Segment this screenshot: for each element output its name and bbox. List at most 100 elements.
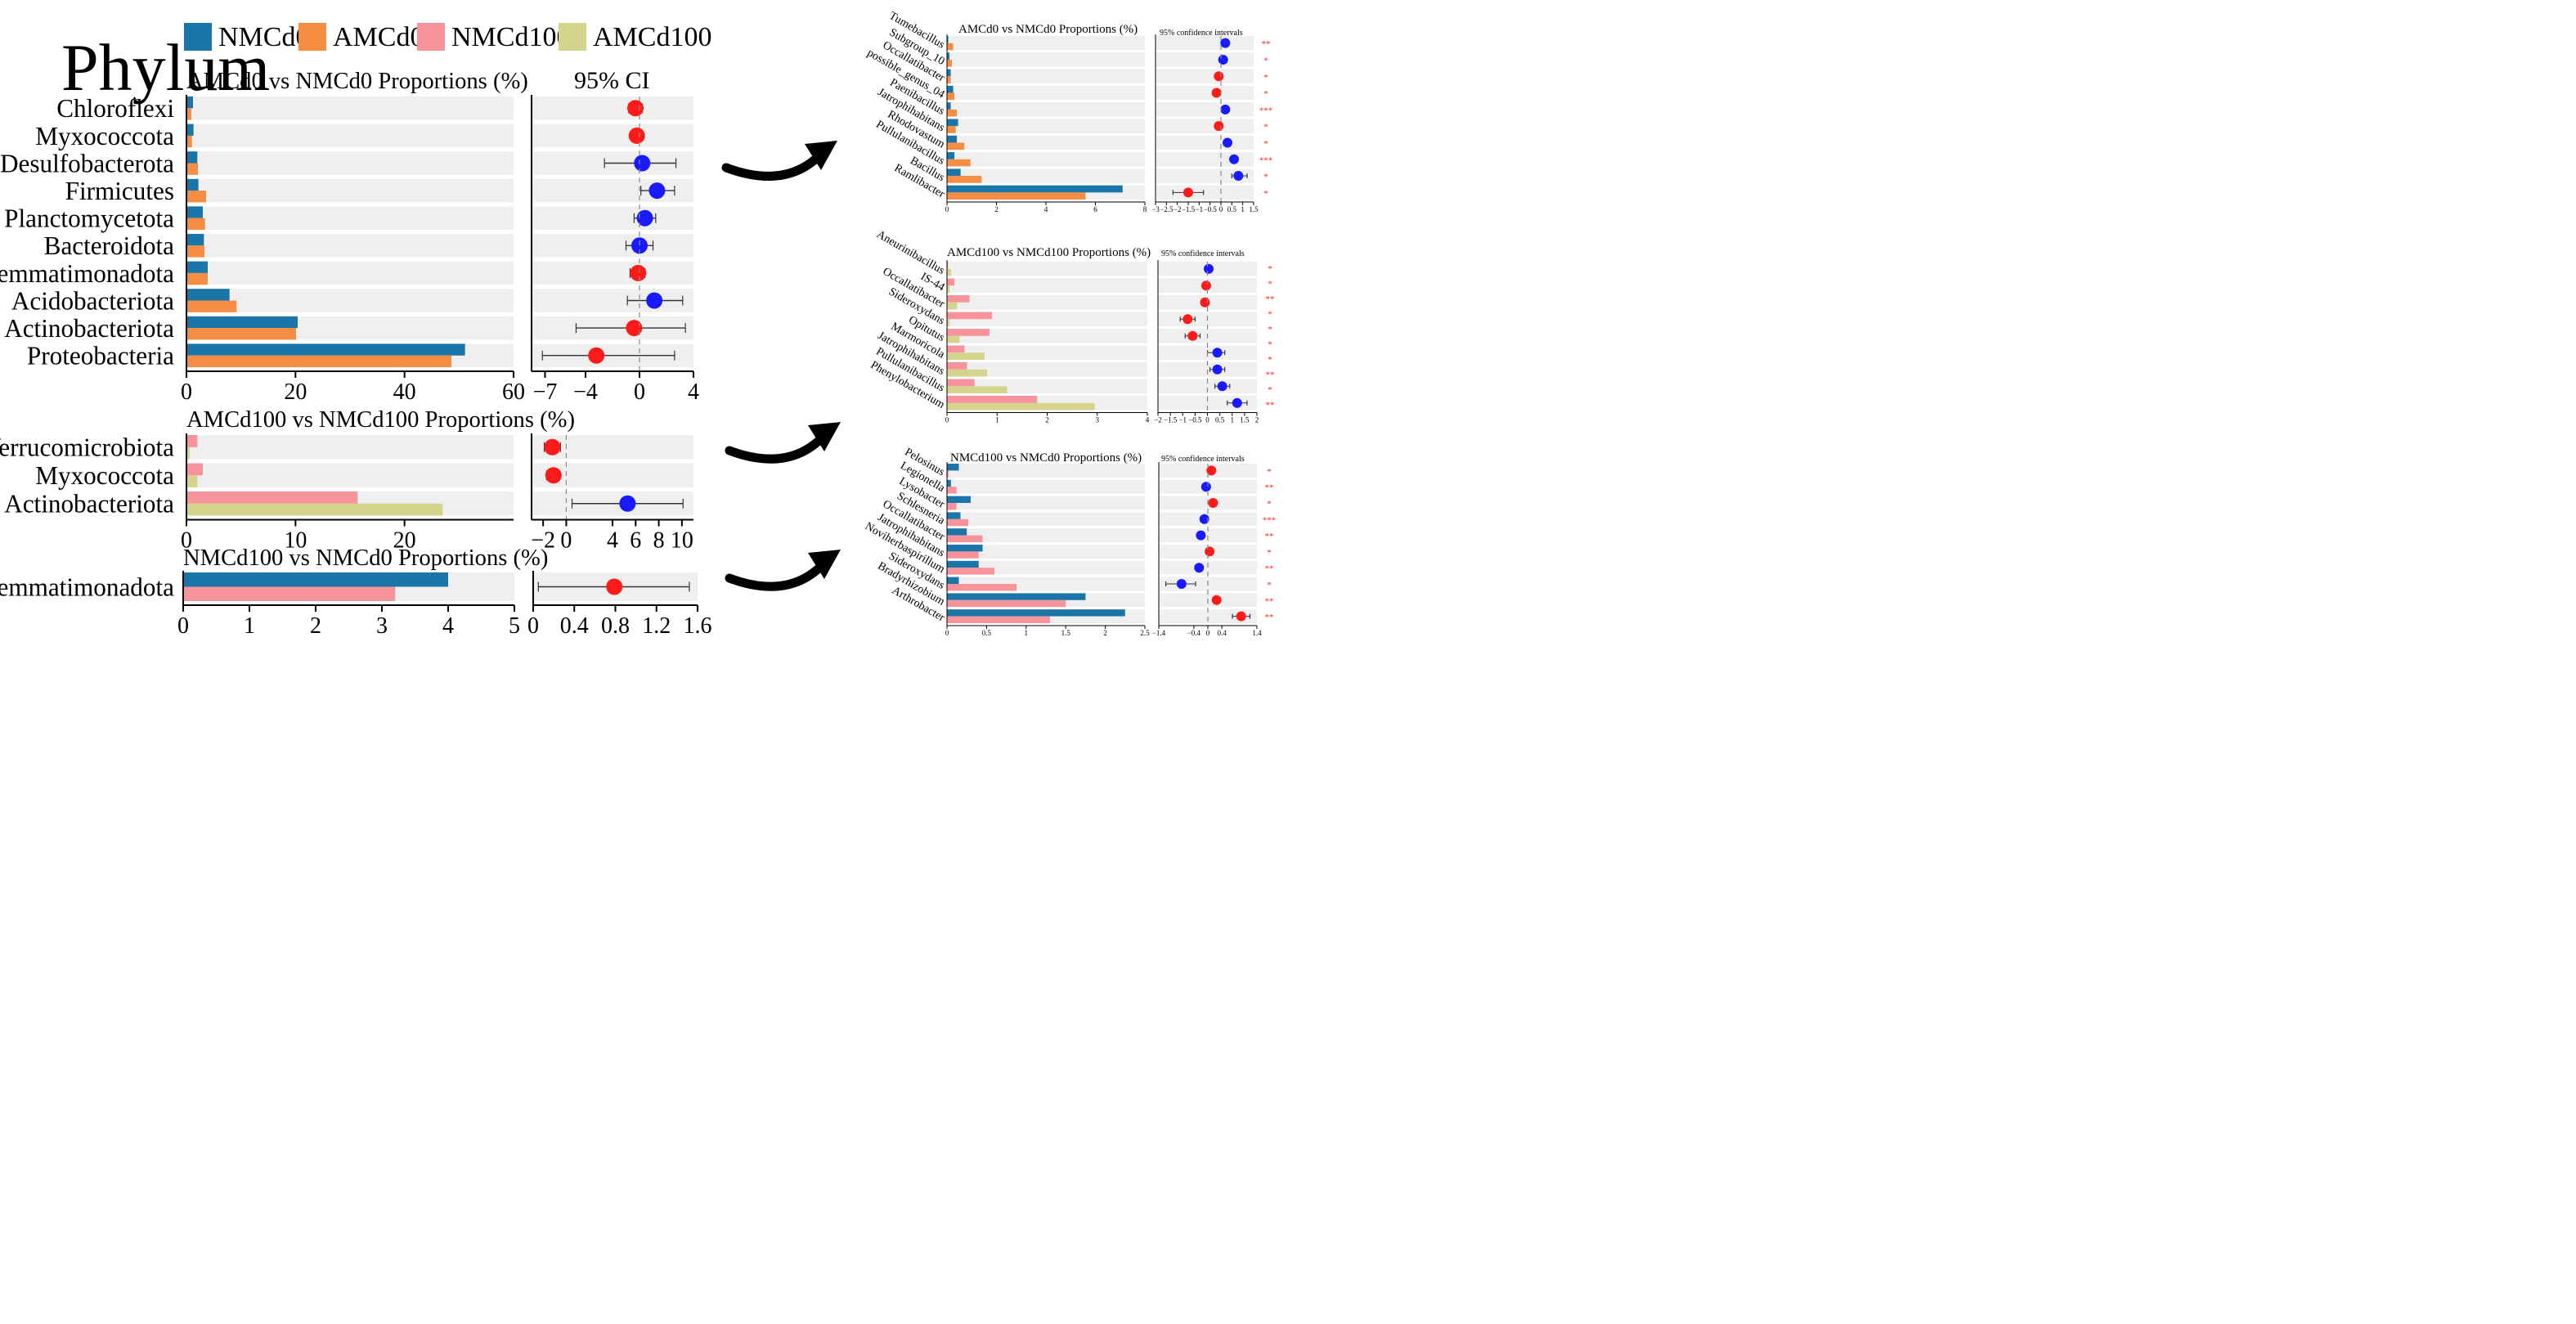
bar-nmcd100 <box>947 396 1038 403</box>
ci-x-tick-label: 0 <box>1206 629 1210 637</box>
bar-x-tick-label: 6 <box>1093 205 1097 213</box>
ci-x-tick-label: 0 <box>1205 416 1209 424</box>
category-label: Planctomycetota <box>4 204 174 233</box>
bar-nmcd0 <box>947 135 958 143</box>
bar-x-tick-label: 0 <box>945 416 949 424</box>
ci-row-background <box>1158 379 1257 393</box>
bar-amcd100 <box>947 302 958 310</box>
bar-nmcd0 <box>186 151 198 164</box>
arrowhead-icon <box>808 550 841 579</box>
significance-marker: * <box>1263 123 1268 132</box>
significance-marker: * <box>1268 264 1272 274</box>
bar-x-tick-label: 20 <box>284 379 307 405</box>
ci-point <box>1211 595 1222 605</box>
category-label: Bacteroidota <box>44 231 174 260</box>
legend-swatch <box>184 23 212 51</box>
row-background <box>186 123 514 148</box>
ci-point <box>626 320 643 337</box>
ci-point <box>648 182 666 200</box>
ci-point <box>545 467 562 484</box>
significance-marker: * <box>1268 325 1272 334</box>
bar-nmcd100 <box>186 491 358 504</box>
ci-point <box>1183 187 1193 198</box>
ci-x-tick-label: 2 <box>1255 416 1259 424</box>
significance-marker: * <box>1268 339 1272 349</box>
significance-marker: * <box>1268 385 1272 395</box>
ci-row-background <box>532 123 693 148</box>
bar-amcd0 <box>947 176 982 183</box>
bar-nmcd0 <box>947 577 959 584</box>
ci-point <box>1212 364 1223 375</box>
significance-marker: * <box>1263 56 1268 65</box>
category-label: Verrucomicrobiota <box>0 433 174 462</box>
ci-point <box>1232 397 1242 408</box>
bar-amcd100 <box>947 402 1095 411</box>
bar-nmcd0 <box>186 123 194 136</box>
bar-nmcd0 <box>947 464 959 471</box>
ci-header: 95% CI <box>574 67 650 94</box>
ci-x-tick-label: −1.5 <box>1182 205 1196 213</box>
bar-nmcd100 <box>947 568 995 575</box>
bar-x-tick-label: 10 <box>284 528 307 554</box>
ci-x-tick-label: 1.2 <box>642 613 671 639</box>
ci-x-tick-label: 1 <box>1241 205 1245 213</box>
bar-x-tick-label: 20 <box>393 528 416 554</box>
significance-marker: * <box>1268 355 1272 365</box>
ci-header: 95% confidence intervals <box>1161 455 1245 464</box>
ci-x-tick-label: 0.4 <box>1218 629 1227 637</box>
chart-panel: AMCd100 vs NMCd100 Proportions (%) Verruc… <box>0 407 693 554</box>
bar-nmcd0 <box>947 102 951 110</box>
ci-x-tick-label: 0.5 <box>1215 416 1225 424</box>
bar-x-tick-label: 1 <box>244 613 255 639</box>
bar-amcd100 <box>947 369 987 377</box>
ci-x-tick-label: 0 <box>527 613 539 639</box>
significance-marker: ** <box>1265 596 1274 606</box>
ci-point <box>1236 611 1246 622</box>
chart-panel: NMCd100 vs NMCd0 Proportions (%) Gemmatim… <box>0 545 712 639</box>
ci-row-background <box>1156 119 1254 133</box>
ci-x-tick-label: −0.4 <box>1187 629 1201 637</box>
significance-marker: * <box>1267 467 1272 477</box>
ci-x-tick-label: −2 <box>1154 416 1162 424</box>
bar-x-tick-label: 60 <box>502 379 525 405</box>
ci-row-background <box>532 206 693 230</box>
bar-x-tick-label: 1 <box>1025 629 1029 637</box>
ci-x-tick-label: −1.5 <box>1164 416 1178 424</box>
bar-nmcd0 <box>186 206 203 218</box>
ci-x-tick-label: 4 <box>607 528 618 554</box>
bar-nmcd0 <box>947 52 950 60</box>
bar-x-tick-label: 2 <box>310 613 321 639</box>
bar-nmcd100 <box>947 262 949 269</box>
ci-point <box>630 264 647 281</box>
bar-nmcd0 <box>947 479 951 487</box>
ci-point <box>1217 381 1227 392</box>
significance-marker: * <box>1263 189 1268 199</box>
bar-x-tick-label: 2 <box>1103 629 1107 637</box>
significance-marker: *** <box>1259 155 1273 165</box>
category-label: Acidobacteriota <box>11 286 174 315</box>
bar-amcd100 <box>947 335 960 343</box>
significance-marker: * <box>1267 581 1272 590</box>
bar-amcd100 <box>947 268 951 276</box>
ci-x-tick-label: 1.4 <box>1252 629 1262 637</box>
bar-amcd0 <box>186 245 204 258</box>
bar-amcd0 <box>947 159 971 167</box>
category-label: Actinobacteriota <box>4 314 174 343</box>
bar-amcd0 <box>947 76 951 83</box>
significance-marker: * <box>1263 89 1268 99</box>
ci-row-background <box>532 261 693 285</box>
ci-row-background <box>1156 185 1254 200</box>
bar-x-tick-label: 0 <box>945 205 949 213</box>
ci-row-background <box>1156 135 1254 150</box>
bar-nmcd0 <box>186 178 199 191</box>
row-background <box>947 278 1147 293</box>
significance-marker: ** <box>1265 532 1274 541</box>
significance-marker: *** <box>1259 105 1273 115</box>
bar-nmcd100 <box>186 435 198 447</box>
significance-marker: * <box>1267 548 1272 558</box>
row-background <box>186 435 514 460</box>
row-background <box>947 135 1145 150</box>
bar-amcd100 <box>186 503 443 516</box>
bar-x-tick-label: 4 <box>1044 205 1048 213</box>
significance-marker: ** <box>1265 613 1274 622</box>
